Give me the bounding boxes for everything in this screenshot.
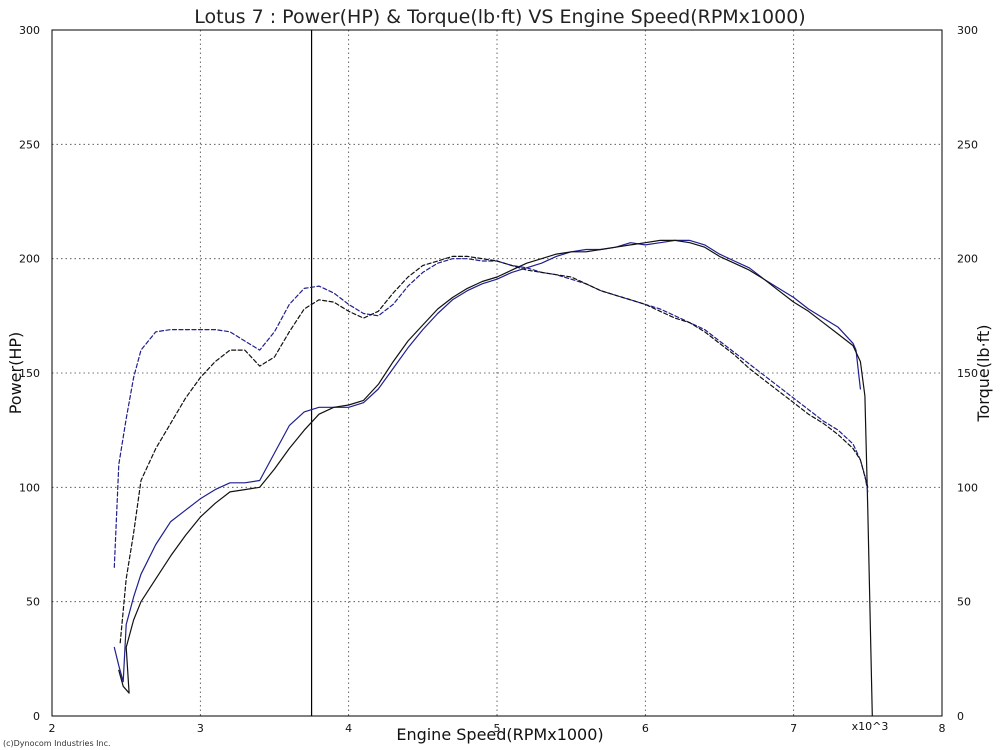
y-tick-label-left: 250 bbox=[19, 138, 40, 151]
y-tick-label-right: 100 bbox=[957, 481, 978, 494]
y-tick-label-right: 0 bbox=[957, 710, 964, 723]
x-tick-label: 3 bbox=[197, 722, 204, 735]
y-axis-label-left: Power(HP) bbox=[6, 332, 25, 415]
y-tick-label-right: 250 bbox=[957, 138, 978, 151]
x-multiplier-label: x10^3 bbox=[852, 720, 889, 733]
y-tick-label-right: 50 bbox=[957, 596, 971, 609]
x-tick-label: 8 bbox=[939, 722, 946, 735]
y-axis-label-right: Torque(lb·ft) bbox=[974, 324, 993, 422]
y-tick-label-right: 150 bbox=[957, 367, 978, 380]
power-curve-2 bbox=[118, 239, 873, 717]
torque-curve-4 bbox=[119, 255, 869, 644]
power-curve-1 bbox=[113, 239, 861, 683]
y-tick-label-right: 200 bbox=[957, 253, 978, 266]
x-tick-label: 4 bbox=[345, 722, 352, 735]
chart-title: Lotus 7 : Power(HP) & Torque(lb·ft) VS E… bbox=[194, 6, 805, 28]
x-tick-label: 7 bbox=[790, 722, 797, 735]
y-tick-label-left: 100 bbox=[19, 481, 40, 494]
y-tick-label-left: 200 bbox=[19, 253, 40, 266]
plot-frame bbox=[51, 29, 943, 717]
torque-curve-3 bbox=[113, 258, 869, 568]
series-group bbox=[113, 239, 873, 717]
gridlines bbox=[52, 30, 942, 716]
x-tick-label: 5 bbox=[494, 722, 501, 735]
y-tick-label-left: 150 bbox=[19, 367, 40, 380]
y-tick-label-left: 300 bbox=[19, 24, 40, 37]
y-tick-label-left: 50 bbox=[26, 596, 40, 609]
y-tick-label-right: 300 bbox=[957, 24, 978, 37]
y-tick-label-left: 0 bbox=[33, 710, 40, 723]
copyright-text: (c)Dynocom Industries Inc. bbox=[3, 739, 111, 748]
x-axis-label: Engine Speed(RPMx1000) bbox=[396, 725, 603, 744]
x-tick-label: 6 bbox=[642, 722, 649, 735]
x-tick-label: 2 bbox=[49, 722, 56, 735]
